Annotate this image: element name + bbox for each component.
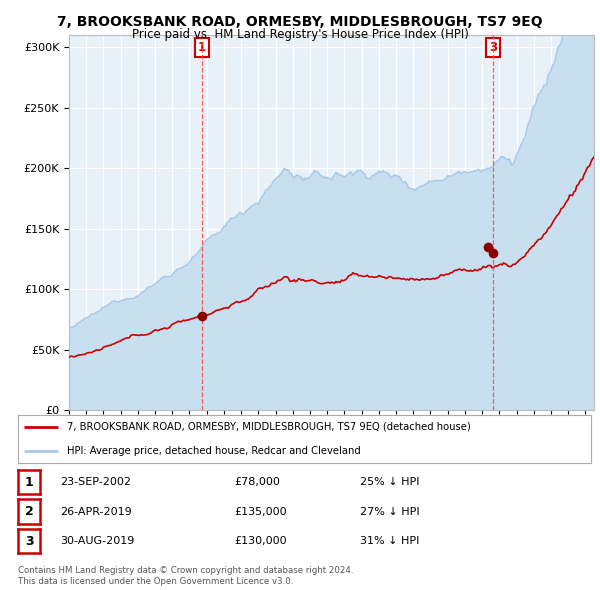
Text: 3: 3 [25,535,34,548]
Text: £135,000: £135,000 [234,507,287,516]
Text: Price paid vs. HM Land Registry's House Price Index (HPI): Price paid vs. HM Land Registry's House … [131,28,469,41]
Text: 23-SEP-2002: 23-SEP-2002 [60,477,131,487]
Text: 25% ↓ HPI: 25% ↓ HPI [360,477,419,487]
Text: 31% ↓ HPI: 31% ↓ HPI [360,536,419,546]
Text: 30-AUG-2019: 30-AUG-2019 [60,536,134,546]
Text: Contains HM Land Registry data © Crown copyright and database right 2024.: Contains HM Land Registry data © Crown c… [18,566,353,575]
Text: 2: 2 [25,505,34,518]
Text: 26-APR-2019: 26-APR-2019 [60,507,132,516]
Text: HPI: Average price, detached house, Redcar and Cleveland: HPI: Average price, detached house, Redc… [67,446,361,456]
Text: 27% ↓ HPI: 27% ↓ HPI [360,507,419,516]
Text: 1: 1 [198,41,206,54]
Text: 7, BROOKSBANK ROAD, ORMESBY, MIDDLESBROUGH, TS7 9EQ: 7, BROOKSBANK ROAD, ORMESBY, MIDDLESBROU… [57,15,543,29]
Text: 1: 1 [25,476,34,489]
Text: 3: 3 [490,41,497,54]
Text: £78,000: £78,000 [234,477,280,487]
Text: 7, BROOKSBANK ROAD, ORMESBY, MIDDLESBROUGH, TS7 9EQ (detached house): 7, BROOKSBANK ROAD, ORMESBY, MIDDLESBROU… [67,422,470,432]
Text: £130,000: £130,000 [234,536,287,546]
Text: This data is licensed under the Open Government Licence v3.0.: This data is licensed under the Open Gov… [18,577,293,586]
